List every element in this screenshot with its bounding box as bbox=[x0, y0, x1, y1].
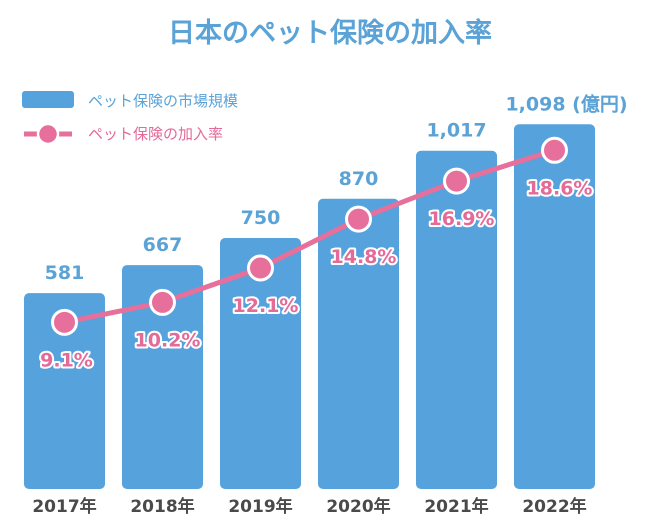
bar-value-label: 667 bbox=[143, 234, 183, 256]
bar-value-label: 581 bbox=[45, 262, 85, 284]
rate-value-label: 10.2% bbox=[135, 329, 201, 351]
legend-bar-swatch bbox=[22, 91, 74, 108]
rate-labels: 9.1% 10.2% 12.1% 14.8% 16.9% 18.6% bbox=[38, 175, 594, 373]
rate-point bbox=[149, 288, 176, 316]
category-label: 2022年 bbox=[522, 496, 586, 517]
rate-point bbox=[247, 254, 274, 282]
rate-point bbox=[345, 205, 372, 233]
legend-line-label: ペット保険の加入率 bbox=[88, 125, 223, 143]
bar-labels: 581 667 750 870 1,017 1,098 (億円) bbox=[45, 92, 628, 284]
rate-value-label: 9.1% bbox=[40, 349, 93, 371]
bar-2020年 bbox=[318, 198, 399, 489]
bars bbox=[24, 124, 595, 490]
bar-2018年 bbox=[122, 265, 203, 489]
rate-line bbox=[64, 147, 556, 325]
rate-point bbox=[541, 136, 568, 164]
legend-line-marker bbox=[36, 122, 60, 146]
chart-title: 日本のペット保険の加入率 bbox=[168, 17, 492, 49]
bar-2019年 bbox=[220, 237, 301, 489]
category-label: 2019年 bbox=[228, 496, 292, 517]
bar-value-label: 750 bbox=[241, 207, 281, 229]
rate-value-label: 18.6% bbox=[527, 177, 593, 199]
rate-line-layer bbox=[51, 136, 568, 336]
bar-value-label: 1,017 bbox=[426, 120, 486, 142]
rate-value-label: 16.9% bbox=[429, 208, 495, 230]
rate-value-label: 12.1% bbox=[233, 295, 299, 317]
category-label: 2021年 bbox=[424, 496, 488, 517]
bar-2021年 bbox=[416, 150, 497, 489]
category-label: 2020年 bbox=[326, 496, 390, 517]
category-label: 2017年 bbox=[32, 496, 96, 517]
legend: ペット保険の市場規模 ペット保険の加入率 bbox=[22, 91, 238, 146]
category-label: 2018年 bbox=[130, 496, 194, 517]
rate-point bbox=[51, 308, 78, 336]
rate-value-label: 14.8% bbox=[331, 246, 397, 268]
bar-value-label: 1,098 (億円) bbox=[505, 92, 627, 115]
bar-2022年 bbox=[514, 124, 595, 490]
bar-value-label: 870 bbox=[339, 168, 379, 190]
rate-point bbox=[443, 167, 470, 195]
legend-bar-label: ペット保険の市場規模 bbox=[88, 92, 238, 110]
bar-2017年 bbox=[24, 293, 105, 489]
category-labels: 2017年 2018年 2019年 2020年 2021年 2022年 bbox=[32, 496, 586, 517]
